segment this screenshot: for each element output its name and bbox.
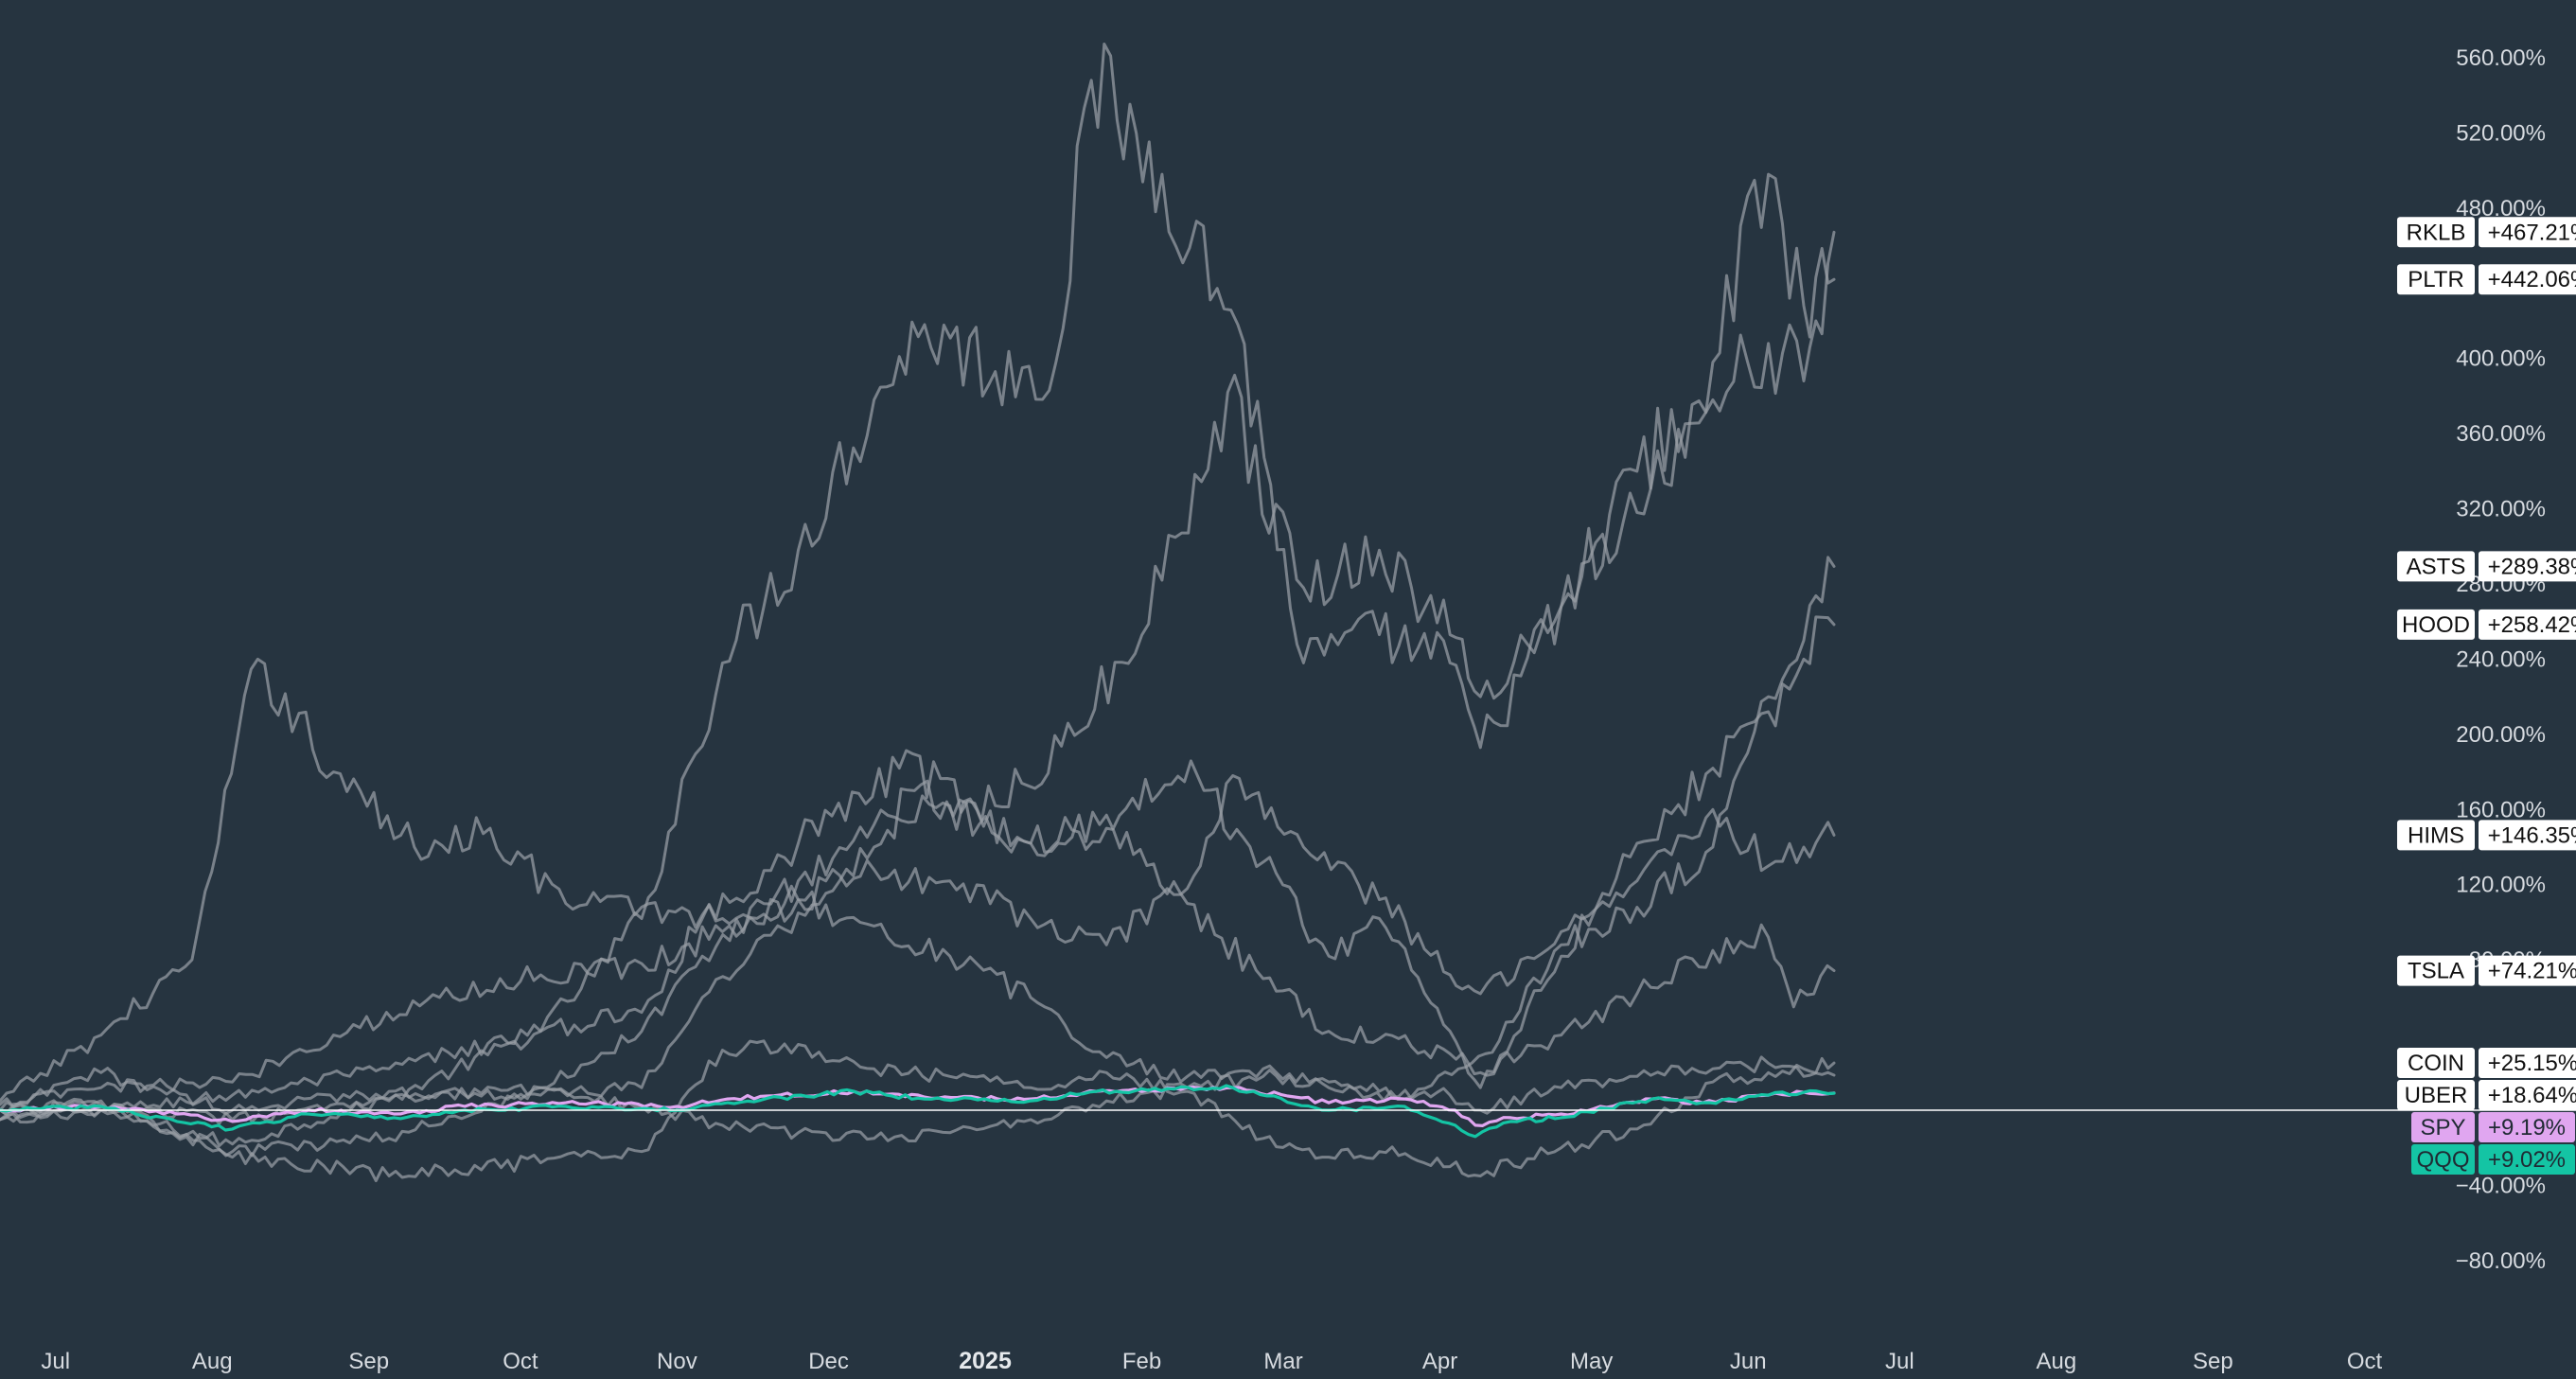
end-label-pltr: PLTR +442.06% [2397,264,2576,295]
ticker-box [2397,820,2475,851]
value-label: +74.21% [2488,959,2576,984]
x-tick-label: Apr [1422,1349,1457,1374]
x-tick-label: Aug [2037,1349,2077,1374]
ticker-label: HIMS [2408,822,2464,848]
series-line-rklb [0,43,1836,1147]
x-tick-label: Nov [657,1349,697,1374]
value-label: +9.02% [2488,1147,2566,1173]
value-box [2479,551,2576,582]
value-label: +18.64% [2488,1083,2576,1108]
ticker-box [2411,1112,2475,1143]
value-box [2479,1080,2576,1111]
ticker-label: PLTR [2408,267,2464,292]
end-label-qqq: QQQ +9.02% [2411,1144,2575,1176]
series-line-pltr [0,172,1836,1123]
ticker-label: SPY [2420,1115,2465,1140]
value-label: +442.06% [2488,267,2576,292]
y-tick-label: 200.00% [2456,722,2546,748]
value-box [2479,1144,2575,1176]
x-tick-label: May [1570,1349,1613,1374]
ticker-box [2411,1144,2475,1176]
end-label-spy: SPY +9.19% [2411,1112,2575,1143]
x-tick-label: Sep [348,1349,389,1374]
end-label-hood: HOOD +258.42% [2397,609,2576,640]
value-box [2479,955,2576,986]
end-label-hims: HIMS +146.35% [2397,820,2576,851]
value-box [2479,820,2576,851]
x-tick-label: Jul [1885,1349,1914,1374]
x-tick-label: 2025 [959,1348,1012,1374]
y-tick-label: −40.00% [2456,1173,2546,1198]
y-tick-label: 400.00% [2456,346,2546,372]
y-tick-label: 160.00% [2456,797,2546,822]
value-box [2479,264,2576,295]
x-tick-label: Jul [41,1349,70,1374]
ticker-label: QQQ [2416,1147,2469,1173]
y-tick-label: 120.00% [2456,873,2546,898]
series-line-hims [0,774,1836,1109]
ticker-label: RKLB [2407,220,2466,245]
ticker-box [2397,264,2475,295]
y-tick-label: −80.00% [2456,1248,2546,1274]
value-label: +9.19% [2488,1115,2566,1140]
x-tick-label: Aug [192,1349,233,1374]
value-box [2479,1112,2575,1143]
x-tick-label: Dec [808,1349,849,1374]
value-box [2479,1048,2576,1079]
series-line-hood [0,615,1836,1158]
ticker-label: HOOD [2402,612,2470,638]
series-lines [0,43,1836,1183]
series-line-tsla [0,779,1836,1116]
y-tick-label: 320.00% [2456,497,2546,522]
end-label-tsla: TSLA +74.21% [2397,955,2576,986]
ticker-label: ASTS [2407,554,2466,579]
y-tick-label: 560.00% [2456,45,2546,71]
ticker-label: UBER [2405,1083,2468,1108]
ticker-label: TSLA [2408,959,2464,984]
value-box [2479,609,2576,640]
series-line-coin [0,1039,1836,1183]
value-label: +258.42% [2488,612,2576,638]
ticker-box [2397,1080,2475,1111]
end-label-rklb: RKLB +467.21% [2397,217,2576,248]
end-label-uber: UBER +18.64% [2397,1080,2576,1111]
series-end-labels: RKLB +467.21% PLTR +442.06% ASTS +289.38% HOOD… [2397,217,2576,1176]
y-tick-label: 360.00% [2456,421,2546,447]
ticker-label: COIN [2408,1051,2464,1076]
series-line-asts [0,556,1836,1103]
value-label: +289.38% [2488,554,2576,579]
series-line-qqq [0,1084,1836,1139]
end-label-asts: ASTS +289.38% [2397,551,2576,582]
ticker-box [2397,217,2475,248]
x-tick-label: Sep [2193,1349,2233,1374]
ticker-box [2397,955,2475,986]
y-tick-label: 240.00% [2456,646,2546,672]
ticker-box [2397,1048,2475,1079]
end-label-coin: COIN +25.15% [2397,1048,2576,1079]
ticker-box [2397,609,2475,640]
y-tick-label: 520.00% [2456,120,2546,146]
x-tick-label: Jun [1730,1349,1767,1374]
x-tick-label: Oct [2347,1349,2383,1374]
value-box [2479,217,2576,248]
value-label: +146.35% [2488,822,2576,848]
x-axis-ticks: Jul Aug Sep Oct Nov Dec 2025 Feb Mar Apr May Jun Jul… [41,1348,2382,1374]
value-label: +467.21% [2488,220,2576,245]
value-label: +25.15% [2488,1051,2576,1076]
x-tick-label: Oct [503,1349,538,1374]
x-tick-label: Feb [1122,1349,1161,1374]
x-tick-label: Mar [1263,1349,1302,1374]
ticker-box [2397,551,2475,582]
